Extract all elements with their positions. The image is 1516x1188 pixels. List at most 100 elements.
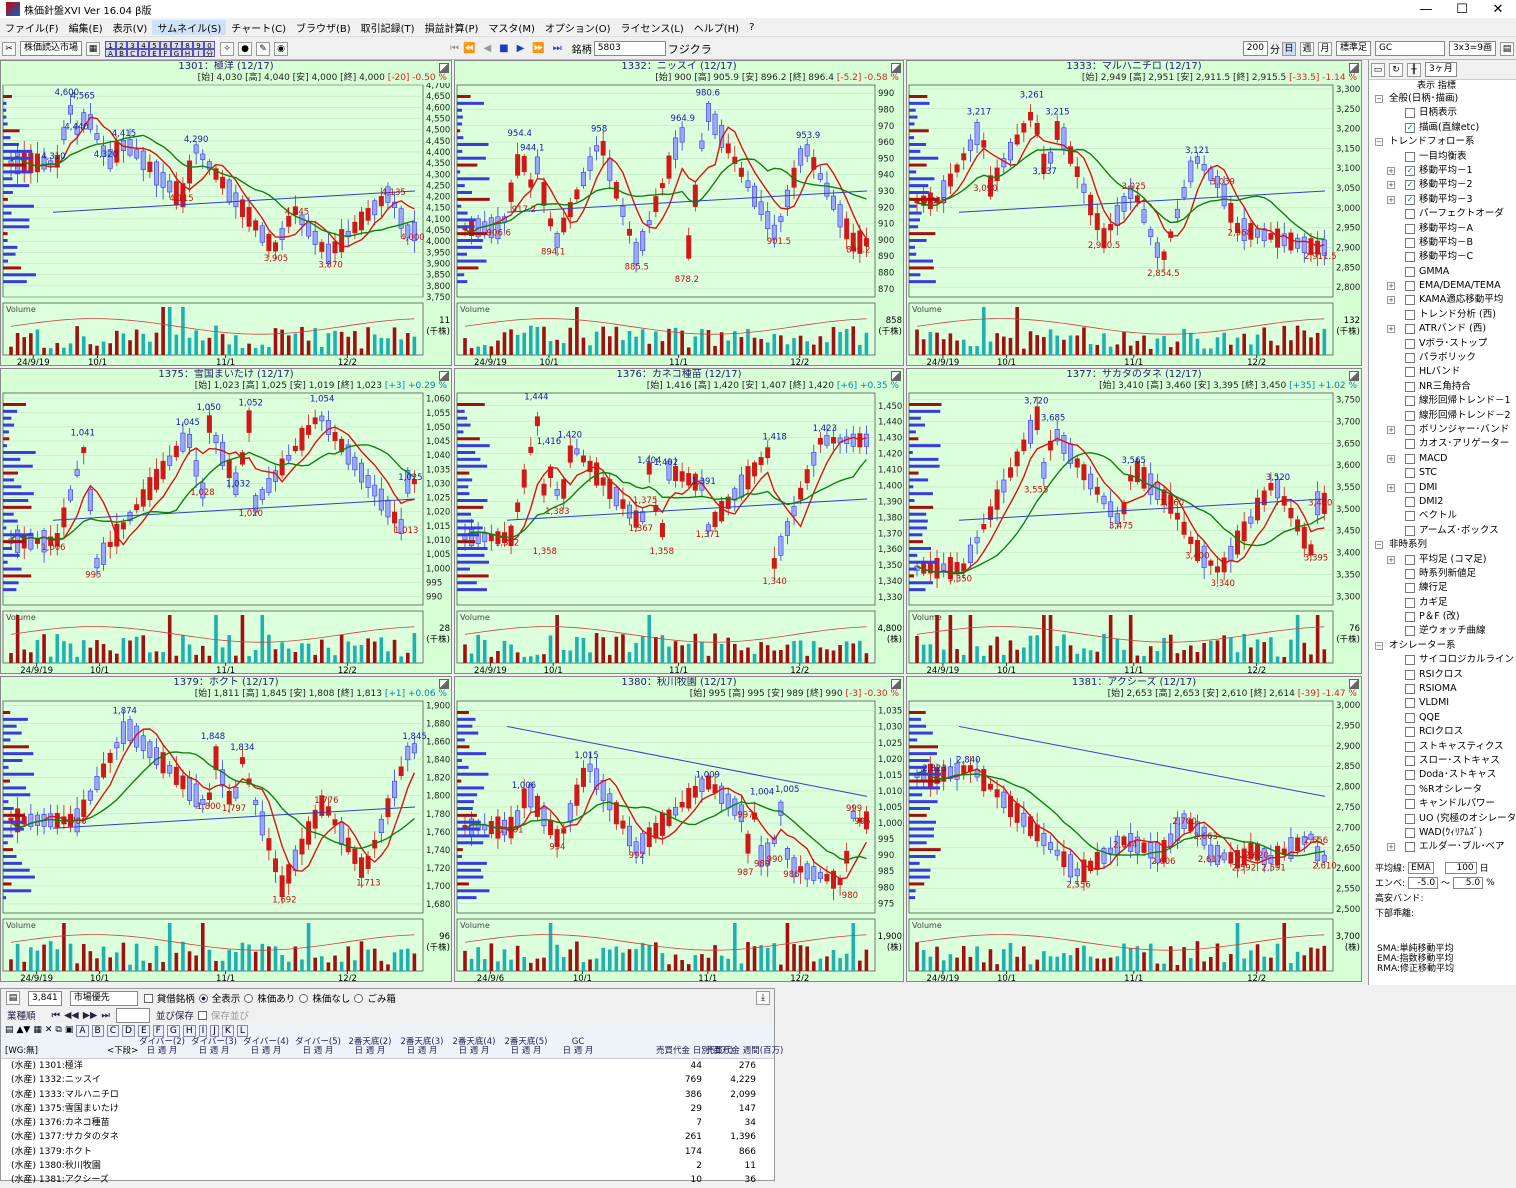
table-row[interactable]: (水産) 1376:カネコ種苗 7 34 <box>1 1116 774 1130</box>
expand-icon[interactable]: + <box>1387 325 1395 334</box>
preset-button[interactable]: 5 <box>149 40 161 50</box>
play-icon[interactable]: ▶ <box>516 43 525 54</box>
preset-button[interactable]: 8 <box>182 40 194 50</box>
nohold-radio[interactable] <box>299 993 309 1003</box>
indicator-item[interactable]: + ボリンジャー･バンド <box>1369 423 1516 437</box>
indicator-checkbox[interactable] <box>1405 741 1415 752</box>
preset-button[interactable]: G <box>171 48 183 58</box>
indicator-checkbox[interactable] <box>1405 482 1415 493</box>
menu-item[interactable]: ヘルプ(H) <box>693 24 740 35</box>
day-button[interactable]: 日 <box>1281 41 1296 56</box>
indicator-item[interactable]: P＆F (改) <box>1369 610 1516 624</box>
column-group-header[interactable]: ダイバー(4) 日 週 月 <box>241 1038 291 1056</box>
indicator-item[interactable]: + KAMA適応移動平均 <box>1369 293 1516 307</box>
indicator-checkbox[interactable] <box>1405 367 1415 378</box>
indicator-checkbox[interactable] <box>1405 655 1415 666</box>
panel-resize-icon[interactable] <box>439 679 449 689</box>
indicator-item[interactable]: UO (究極のオシレータ) <box>1369 812 1516 826</box>
indicator-checkbox[interactable] <box>1405 612 1415 623</box>
indicator-checkbox[interactable]: ✓ <box>1405 194 1415 205</box>
chart-panel[interactable]: 1375：雪国まいたけ (12/17) [始] 1,023 [高] 1,025 [… <box>0 368 452 674</box>
indicator-item[interactable]: キャンドルパワー <box>1369 797 1516 811</box>
menu-item[interactable]: 取引記録(T) <box>360 24 415 35</box>
indicator-item[interactable]: カオス･アリゲーター <box>1369 437 1516 451</box>
indicator-checkbox[interactable] <box>1405 698 1415 709</box>
brush-icon[interactable]: ✎ <box>256 41 271 56</box>
first-icon[interactable]: ⏮ <box>51 1009 61 1021</box>
preset-button[interactable]: F <box>160 48 172 58</box>
code-input[interactable]: 5803 <box>593 41 666 56</box>
indicator-item[interactable]: トレンド分析 (西) <box>1369 308 1516 322</box>
menu-item[interactable]: オプション(O) <box>544 24 611 35</box>
chart-panel[interactable]: 1380：秋川牧園 (12/17) [始] 995 [高] 995 [安] 989… <box>454 676 904 982</box>
expand-icon[interactable]: + <box>1387 166 1395 175</box>
indicator-item[interactable]: サイコロジカルライン <box>1369 653 1516 667</box>
panel-resize-icon[interactable] <box>1349 63 1359 73</box>
preset-button[interactable]: 7 <box>171 40 183 50</box>
next-icon[interactable]: ▶▶ <box>82 1009 98 1021</box>
indicator-item[interactable]: パラボリック <box>1369 351 1516 365</box>
menu-item[interactable]: ブラウザ(B) <box>295 24 351 35</box>
column-group-header[interactable]: 2番天底(3) 日 週 月 <box>397 1038 447 1056</box>
indicator-checkbox[interactable] <box>1405 468 1415 479</box>
indicator-item[interactable]: VLDMI <box>1369 696 1516 710</box>
month-button[interactable]: 月 <box>1317 41 1332 56</box>
column-letter-button[interactable]: D <box>122 1025 135 1037</box>
menu-item[interactable]: 損益計算(P) <box>424 24 479 35</box>
column-letter-button[interactable]: B <box>91 1025 104 1037</box>
sort-select[interactable]: 市場優先 <box>69 990 138 1006</box>
preset-button[interactable]: 3 <box>127 40 139 50</box>
indicator-item[interactable]: RSIOMA <box>1369 682 1516 696</box>
indicator-item[interactable]: + ✓ 移動平均－1 <box>1369 164 1516 178</box>
column-group-header[interactable]: ダイバー(3) 日 週 月 <box>189 1038 239 1056</box>
indicator-checkbox[interactable] <box>1405 496 1415 507</box>
indicator-item[interactable]: QQE <box>1369 711 1516 725</box>
menu-item[interactable]: ライセンス(L) <box>620 24 684 35</box>
minimize-button[interactable]: — <box>1419 1 1433 17</box>
settings-icon[interactable]: ▤ <box>1500 41 1514 56</box>
layout-select[interactable]: 3x3=9画 <box>1448 41 1496 56</box>
collapse-icon[interactable]: − <box>1375 138 1383 147</box>
cut-icon[interactable]: ✂ <box>2 41 16 56</box>
table-row[interactable]: (水産) 1332:ニッスイ 769 4,229 <box>1 1073 774 1087</box>
close-button[interactable]: ✕ <box>1492 1 1504 17</box>
indicator-item[interactable]: + EMA/DEMA/TEMA <box>1369 279 1516 293</box>
candle-type-select[interactable]: 標準足 <box>1335 41 1371 56</box>
chart-panel[interactable]: 1376：カネコ種苗 (12/17) [始] 1,416 [高] 1,420 [安… <box>454 368 904 674</box>
table-row[interactable]: (水産) 1375:雪国まいたけ 29 147 <box>1 1102 774 1116</box>
refresh-icon[interactable]: ↻ <box>1389 62 1403 77</box>
expand-icon[interactable]: + <box>1387 296 1395 305</box>
indicator-item[interactable]: DMI2 <box>1369 495 1516 509</box>
indicator-checkbox[interactable] <box>1405 755 1415 766</box>
menu-item[interactable]: 編集(E) <box>68 24 103 35</box>
menu-item[interactable]: 表示(V) <box>112 24 148 35</box>
preset-button[interactable]: H <box>182 48 194 58</box>
expand-icon[interactable]: + <box>1387 282 1395 291</box>
credit-checkbox[interactable] <box>143 993 153 1003</box>
blank-select[interactable] <box>115 1007 150 1023</box>
indicator-item[interactable]: Doda･ストキャス <box>1369 768 1516 782</box>
indicator-checkbox[interactable] <box>1405 511 1415 522</box>
indicator-item[interactable]: ストキャスティクス <box>1369 740 1516 754</box>
indicator-item[interactable]: RSIクロス <box>1369 668 1516 682</box>
indicator-item[interactable]: ✓ 描画(直線etc) <box>1369 121 1516 135</box>
preset-button[interactable]: 4 <box>138 40 150 50</box>
indicator-item[interactable]: Vボラ･ストップ <box>1369 337 1516 351</box>
indicator-item[interactable]: 逆ウォッチ曲線 <box>1369 624 1516 638</box>
indicator-checkbox[interactable] <box>1405 353 1415 364</box>
list-tool-icon[interactable]: ▲▼ <box>16 1025 31 1035</box>
indicator-item[interactable]: + MACD <box>1369 452 1516 466</box>
column-letter-button[interactable]: L <box>236 1025 248 1037</box>
envelope-low-input[interactable]: -5.0 <box>1408 876 1439 889</box>
indicator-item[interactable]: + 平均足 (コマ足) <box>1369 553 1516 567</box>
column-group-header[interactable]: ダイバー(2) 日 週 月 <box>137 1038 187 1056</box>
preset-button[interactable]: C <box>127 48 139 58</box>
indicator-item[interactable]: NR三角持合 <box>1369 380 1516 394</box>
last-icon[interactable]: ⏭ <box>101 1009 110 1021</box>
indicator-checkbox[interactable] <box>1405 827 1415 838</box>
indicator-item[interactable]: + ✓ 移動平均－2 <box>1369 178 1516 192</box>
indicator-checkbox[interactable] <box>1405 324 1415 335</box>
column-letter-button[interactable]: K <box>221 1025 234 1037</box>
indicator-checkbox[interactable] <box>1405 712 1415 723</box>
envelope-high-input[interactable]: 5.0 <box>1453 876 1484 889</box>
